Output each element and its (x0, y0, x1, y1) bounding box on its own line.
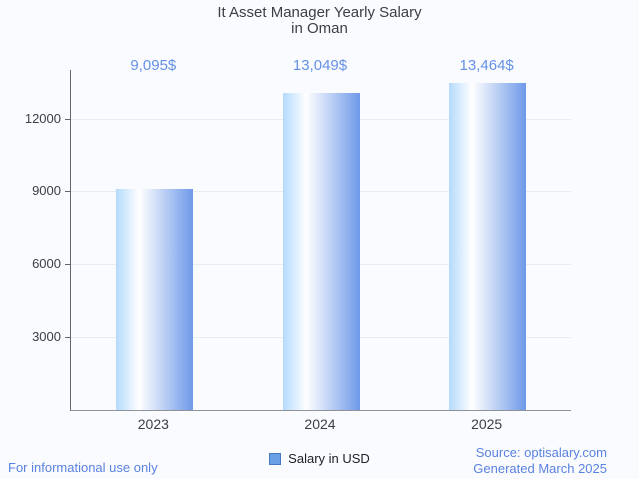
bar-value-label-2025: 13,464$ (459, 57, 514, 74)
chart-title: It Asset Manager Yearly Salary in Oman (0, 5, 639, 37)
bar-value-label-2024: 13,049$ (292, 57, 348, 74)
y-axis-tick (65, 337, 71, 339)
bar-2023 (115, 189, 193, 410)
y-tick-label: 9000 (32, 183, 61, 199)
bar-2024 (282, 93, 360, 410)
x-tick-label-2025: 2025 (471, 416, 503, 432)
y-tick-label: 3000 (32, 329, 61, 345)
disclaimer-text: For informational use only (8, 460, 158, 475)
legend-label: Salary in USD (288, 451, 370, 466)
chart-title-line2: in Oman (291, 20, 348, 37)
legend-marker-icon (269, 452, 282, 465)
y-axis-tick (65, 118, 71, 120)
chart-title-line1: It Asset Manager Yearly Salary (217, 4, 422, 21)
x-tick-label-2023: 2023 (137, 416, 169, 432)
y-tick-label: 12000 (24, 110, 61, 126)
source-text: Source: optisalary.com (475, 445, 607, 460)
generated-text: Generated March 2025 (473, 461, 607, 476)
x-tick-label-2024: 2024 (304, 416, 336, 432)
y-axis-tick (65, 264, 71, 266)
legend: Salary in USD (0, 451, 639, 466)
plot-area: 3000 6000 9000 12000 (25, 70, 571, 411)
bar-2025 (449, 83, 527, 410)
bar-value-label-2023: 9,095$ (130, 57, 177, 74)
y-tick-label: 6000 (32, 256, 61, 272)
y-axis-tick (65, 191, 71, 193)
source-block: Source: optisalary.com Generated March 2… (473, 445, 607, 477)
